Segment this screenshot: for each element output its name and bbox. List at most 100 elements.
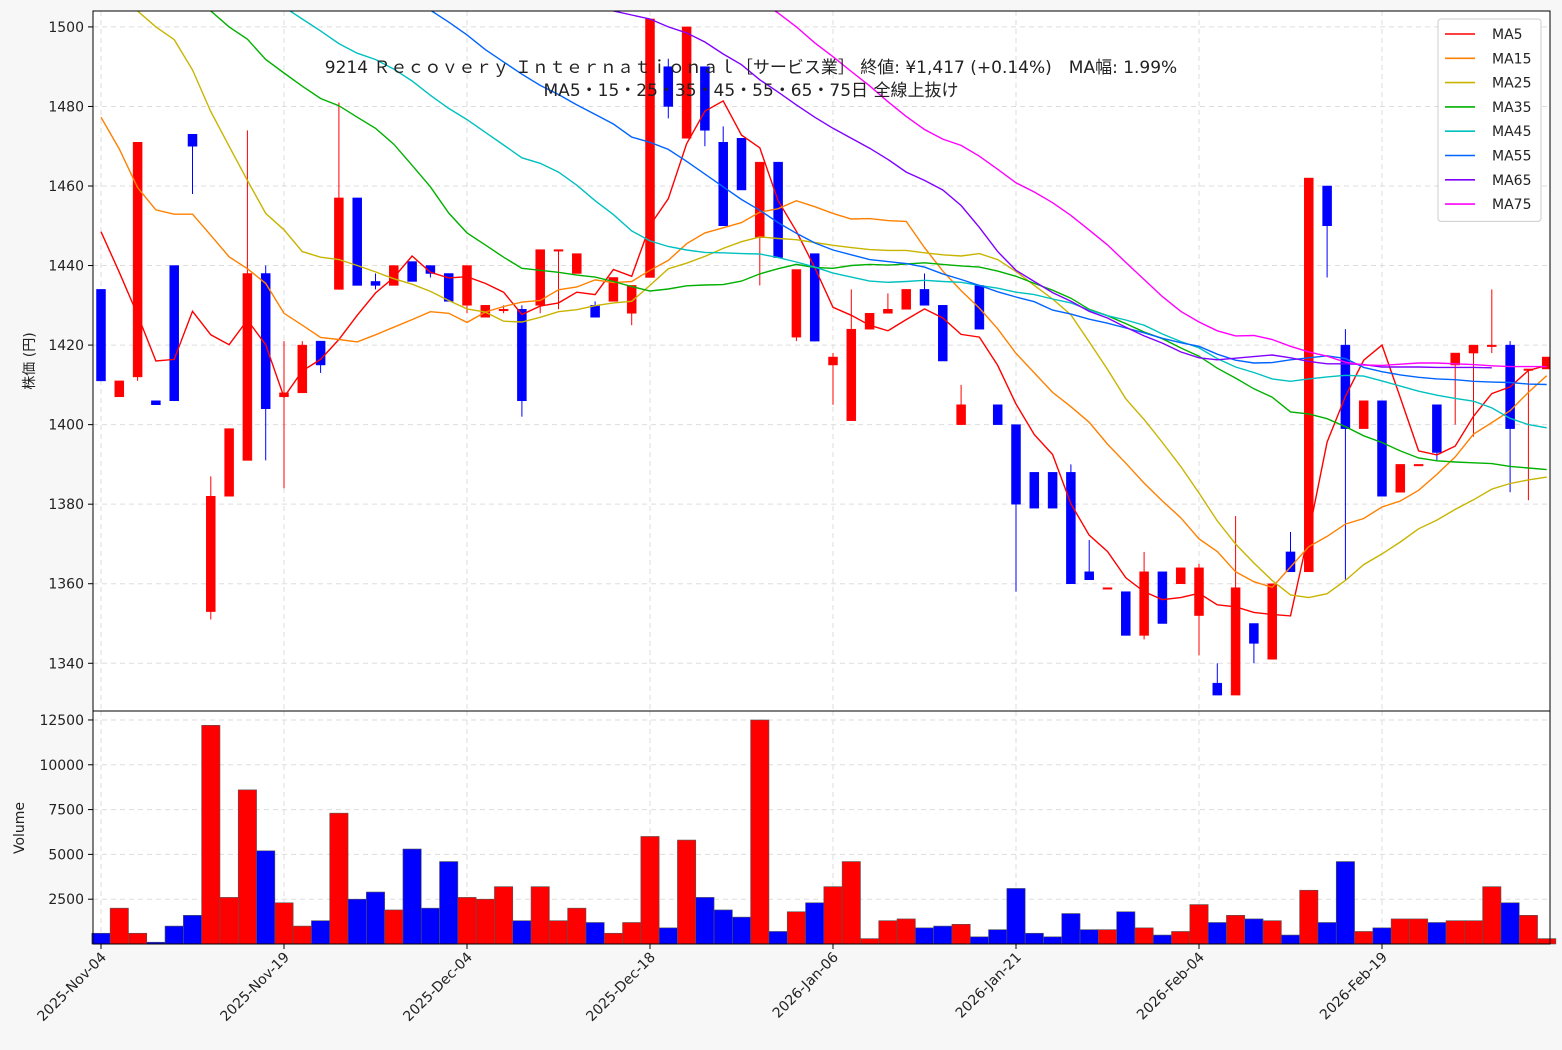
candle-body [407,261,417,282]
candle [1413,464,1424,467]
candle-body [1267,583,1277,660]
candle [1121,591,1131,636]
candle-body [297,344,308,394]
volume-bar [750,719,770,945]
candle-body [1029,472,1040,509]
candle-body [1047,472,1058,509]
candle [1047,472,1058,509]
candle [1322,185,1332,278]
candle [462,265,472,314]
candle-body [334,197,344,290]
volume-bars [91,719,1557,945]
candle [535,249,545,314]
candle [407,261,417,282]
price-tick-label: 1380 [48,497,84,513]
candle-body [1304,177,1314,573]
candle-body [187,134,198,147]
candle-body [590,305,600,318]
candle [187,134,198,194]
volume-bar [1372,927,1392,945]
legend-label: MA75 [1492,197,1531,213]
volume-bar [366,891,385,945]
volume-bar [860,938,880,945]
ma-line-ma35 [209,11,1547,471]
volume-bar [695,897,715,945]
candle [1066,464,1076,584]
candle-body [938,305,948,362]
candle [864,313,875,330]
volume-bar [1518,915,1538,945]
volume-bar [329,812,349,945]
candle-body [315,340,326,366]
volume-bar [768,931,788,945]
candle-body [992,404,1003,425]
price-panel-background [93,11,1550,711]
candle [919,273,930,306]
candle-body [1102,587,1113,590]
legend-label: MA65 [1492,173,1531,189]
volume-bar [1427,922,1447,945]
legend: MA5 MA15 MA25 MA35 MA45 MA55 MA65 MA75 [1437,18,1542,222]
candle [315,340,326,373]
volume-bar [640,836,660,945]
volume-bar [622,922,642,945]
candle-body [1450,352,1460,366]
volume-bar [658,927,678,945]
volume-bar [951,923,971,945]
price-tick-label: 1340 [48,656,84,672]
candle-body [1230,587,1241,696]
candle-body [169,265,179,402]
candle [755,161,765,286]
candle-body [1084,571,1094,581]
volume-bar [347,898,367,945]
volume-tick-label: 2500 [48,892,84,908]
volume-bar [274,902,294,945]
candle-body [1541,356,1550,370]
volume-bar [1134,927,1154,945]
volume-axis-label: Volume [12,802,28,854]
volume-bar [384,909,404,945]
volume-bar [91,932,111,945]
candle-body [663,66,674,107]
volume-bar [1244,918,1264,945]
volume-bar [896,918,916,945]
candle [956,384,966,425]
volume-bar [1098,929,1117,945]
candle-body [1066,472,1076,584]
candle-body [132,142,143,378]
ma-line-ma55 [430,11,1547,386]
candle [1212,663,1223,696]
volume-bar [530,886,550,945]
volume-bar [512,920,532,945]
candle-body [1413,464,1424,467]
candle-body [736,138,747,191]
candle-body [700,66,710,131]
legend-label: MA45 [1492,124,1531,140]
price-axis-label: 株価 (円) [22,332,38,389]
candle-body [1432,404,1442,453]
candle [242,130,253,461]
volume-bar [475,898,495,945]
chart-title-line2: MA5・15・25・35・45・55・65・75日 全線上抜け [544,81,959,101]
candle-body [352,197,362,286]
candle-body [260,273,271,409]
price-tick-label: 1360 [48,577,84,593]
candle-body [1011,424,1021,505]
volume-bar [549,920,568,945]
candle-body [626,285,637,314]
volume-bar [1061,913,1081,945]
candle [1377,400,1387,497]
candle [828,353,838,405]
candle [846,289,857,421]
candle-body [1139,571,1149,636]
chart-title-line1: 9214 Ｒｅｃｏｖｅｒｙ Ｉｎｔｅｒｎａｔｉｏｎａｌ［サービス業］ 終値: ¥… [325,58,1177,78]
legend-label: MA5 [1492,27,1523,43]
volume-bar [1024,932,1044,945]
volume-tick-label: 10000 [39,758,84,774]
candle [260,265,271,461]
candle-body [864,313,875,330]
candle [1450,352,1460,425]
candle [96,289,106,382]
legend-label: MA35 [1492,100,1531,116]
volume-bar [1445,920,1465,945]
